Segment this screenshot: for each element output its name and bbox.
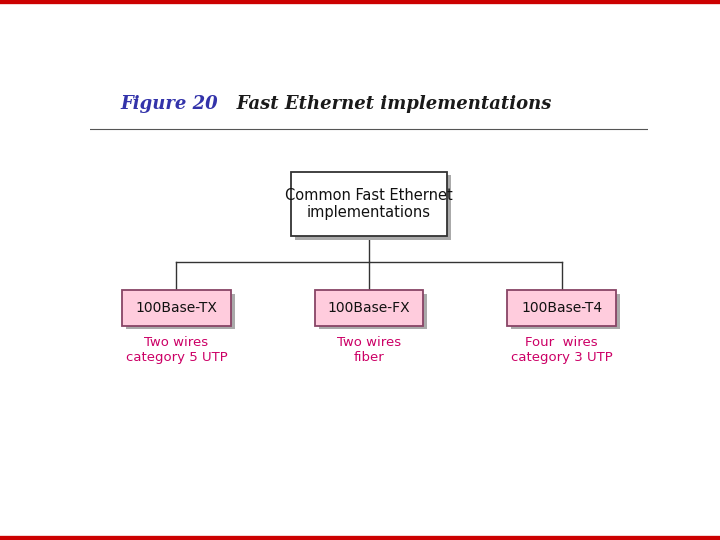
Text: 100Base-T4: 100Base-T4 (521, 301, 602, 315)
Text: 100Base-FX: 100Base-FX (328, 301, 410, 315)
FancyBboxPatch shape (315, 291, 423, 326)
Text: Two wires
fiber: Two wires fiber (337, 336, 401, 364)
FancyBboxPatch shape (318, 294, 427, 329)
Text: Common Fast Ethernet
implementations: Common Fast Ethernet implementations (285, 188, 453, 220)
FancyBboxPatch shape (294, 175, 451, 240)
Text: 100Base-TX: 100Base-TX (135, 301, 217, 315)
FancyBboxPatch shape (507, 291, 616, 326)
Text: Two wires
category 5 UTP: Two wires category 5 UTP (125, 336, 228, 364)
Text: Fast Ethernet implementations: Fast Ethernet implementations (218, 95, 552, 113)
Text: Four  wires
category 3 UTP: Four wires category 3 UTP (510, 336, 613, 364)
FancyBboxPatch shape (126, 294, 235, 329)
FancyBboxPatch shape (511, 294, 620, 329)
Text: Figure 20: Figure 20 (121, 95, 218, 113)
FancyBboxPatch shape (291, 172, 447, 237)
FancyBboxPatch shape (122, 291, 231, 326)
